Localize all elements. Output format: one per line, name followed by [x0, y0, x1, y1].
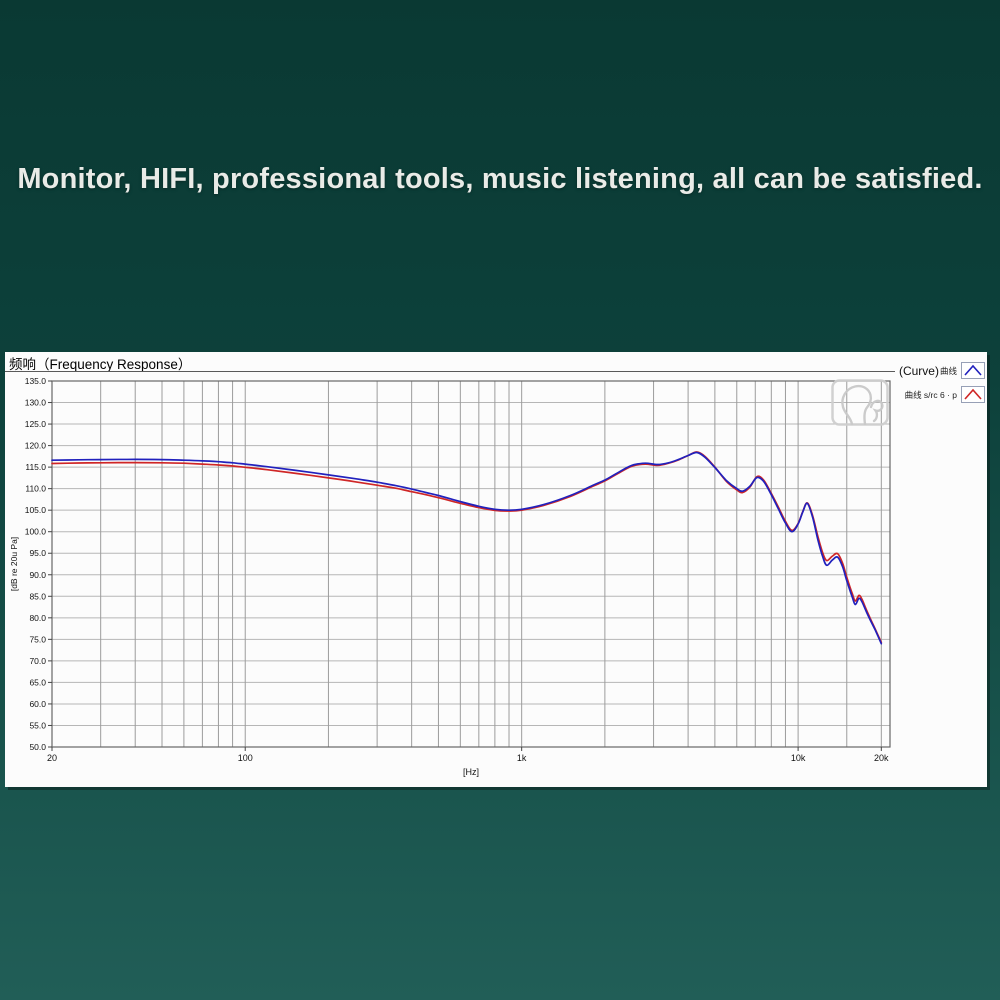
chart-svg: 135.0 130.0 125.0 120.0 115.0 110.0 105.0 100.0…: [9, 376, 891, 777]
y-tick-label: 95.0: [29, 548, 46, 558]
y-tick-label: 120.0: [25, 441, 47, 451]
y-tick-label: 70.0: [29, 656, 46, 666]
y-tick-label: 85.0: [29, 591, 46, 601]
x-axis-title: [Hz]: [463, 767, 479, 777]
x-tick-label: 100: [238, 753, 253, 763]
legend-swatch-blue: [961, 362, 985, 379]
y-tick-label: 50.0: [29, 742, 46, 752]
legend-row-curve: (Curve) 曲线: [895, 362, 985, 379]
listening-head-icon: [831, 379, 889, 426]
legend-label-small: 曲线 s/rc 6 · p: [904, 389, 957, 400]
y-tick-label: 135.0: [25, 376, 47, 386]
y-tick-label: 100.0: [25, 527, 47, 537]
fr-curve-blue: [51, 451, 883, 645]
chart-title: 频响（Frequency Response）: [9, 357, 192, 372]
y-tick-label: 90.0: [29, 570, 46, 580]
chart-legend: (Curve) 曲线 曲线 s/rc 6 · p: [895, 362, 985, 410]
y-tick-label: 60.0: [29, 699, 46, 709]
y-axis-title: [dB re 20u Pa]: [9, 537, 19, 591]
title-divider: [5, 371, 895, 372]
plot-border: [51, 380, 891, 748]
legend-swatch-red: [961, 386, 985, 403]
chevron-up-icon: [964, 388, 982, 400]
legend-row-srp: 曲线 s/rc 6 · p: [895, 386, 985, 403]
y-tick-label: 125.0: [25, 419, 47, 429]
fr-curve-red: [51, 451, 883, 644]
y-tick-label: 55.0: [29, 720, 46, 730]
y-tick-label: 65.0: [29, 677, 46, 687]
x-tick-label: 20: [47, 753, 57, 763]
x-tick-label: 10k: [791, 753, 806, 763]
y-tick-label: 75.0: [29, 634, 46, 644]
frequency-response-panel: 135.0 130.0 125.0 120.0 115.0 110.0 105.0 100.0…: [5, 352, 987, 787]
y-tick-label: 130.0: [25, 398, 47, 408]
y-tick-label: 105.0: [25, 505, 47, 515]
y-tick-label: 110.0: [25, 484, 46, 494]
legend-label-main: (Curve): [898, 363, 939, 378]
x-tick-label: 1k: [517, 753, 527, 763]
y-tick-label: 115.0: [25, 462, 46, 472]
headline-text: Monitor, HIFI, professional tools, music…: [17, 163, 983, 195]
chevron-up-icon: [964, 364, 982, 376]
x-tick-label: 20k: [874, 753, 889, 763]
legend-label-sub: 曲线: [939, 365, 957, 376]
y-tick-label: 80.0: [29, 613, 46, 623]
